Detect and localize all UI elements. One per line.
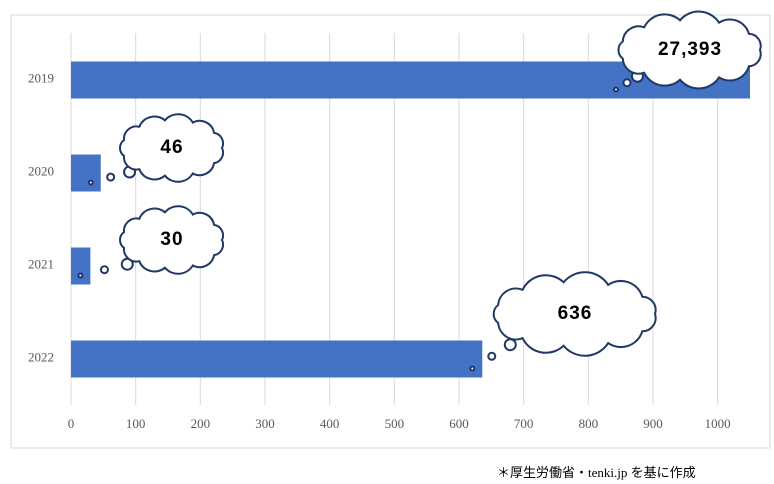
callout-cloud (119, 113, 225, 183)
x-tick-label: 300 (255, 416, 275, 431)
x-tick-label: 100 (126, 416, 146, 431)
y-tick-label: 2019 (28, 70, 54, 85)
y-tick-label: 2022 (28, 349, 54, 364)
thought-bubble (469, 365, 476, 372)
bar (71, 340, 483, 378)
value-label: 30 (160, 229, 183, 250)
x-tick-label: 0 (68, 416, 75, 431)
x-tick-label: 700 (514, 416, 534, 431)
x-tick-label: 900 (643, 416, 663, 431)
value-label: 27,393 (658, 39, 722, 60)
annotations: 0 100 200 300 400 500 600 700 800 900 1000 2019 27,3… (28, 10, 762, 431)
bar (71, 154, 101, 192)
thought-bubble (87, 179, 94, 186)
thought-bubble (487, 351, 497, 361)
thought-bubble (106, 172, 116, 182)
x-tick-label: 800 (579, 416, 599, 431)
y-tick-label: 2020 (28, 163, 54, 178)
x-tick-label: 600 (449, 416, 469, 431)
x-tick-label: 500 (385, 416, 405, 431)
x-tick-label: 400 (320, 416, 340, 431)
callout-cloud (617, 10, 762, 90)
bar (71, 247, 91, 285)
thought-bubble (77, 272, 84, 279)
source-note: ＊厚生労働省・tenki.jp を基に作成 (497, 465, 696, 480)
callout-cloud (492, 271, 657, 357)
x-tick-label: 200 (191, 416, 211, 431)
thought-bubble (613, 86, 619, 93)
x-tick-label: 1000 (705, 416, 731, 431)
callout-cloud (119, 205, 225, 275)
y-tick-label: 2021 (28, 256, 54, 271)
value-label: 636 (558, 303, 593, 324)
thought-bubble (622, 78, 632, 88)
thought-bubble (99, 265, 109, 275)
thought-bubble (503, 338, 517, 352)
value-label: 46 (160, 137, 183, 158)
